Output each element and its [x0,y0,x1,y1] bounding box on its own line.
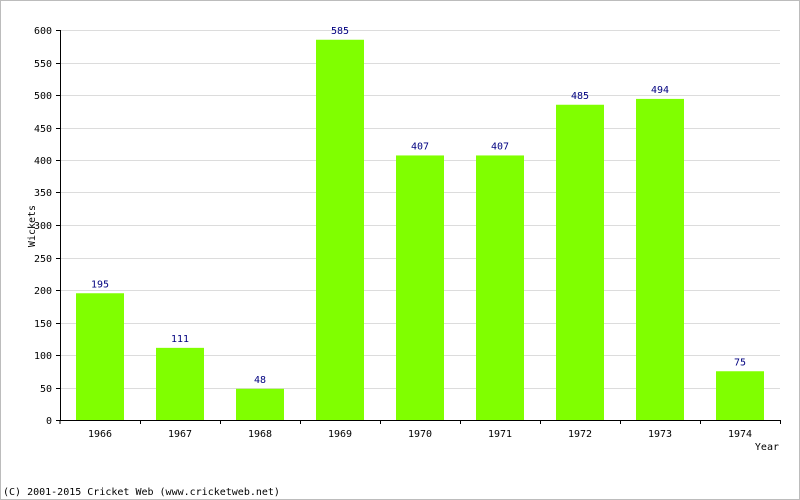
x-tick-label: 1971 [488,429,512,440]
x-tick-label: 1967 [168,429,192,440]
axes [56,30,781,424]
bar-value-label: 494 [651,85,669,96]
bar [476,155,524,420]
bar-value-label: 407 [411,141,429,152]
x-tick-label: 1966 [88,429,112,440]
y-axis-title: Wickets [27,205,38,247]
bar-value-label: 585 [331,26,349,37]
bars [76,39,764,421]
y-tick-label: 150 [34,319,52,330]
y-tick-label: 600 [34,26,52,37]
bar [316,39,364,420]
y-tick-label: 350 [34,188,52,199]
bar-value-label: 75 [734,357,746,368]
bar [556,104,604,420]
y-tick-label: 500 [34,91,52,102]
bar [396,155,444,420]
bar-value-label: 111 [171,334,189,345]
bar [76,293,124,420]
y-tick-label: 300 [34,221,52,232]
x-tick-label: 1968 [248,429,272,440]
x-tick-label: 1970 [408,429,432,440]
bar-value-label: 407 [491,141,509,152]
copyright-text: (C) 2001-2015 Cricket Web (www.cricketwe… [3,487,280,498]
y-tick-label: 450 [34,124,52,135]
x-tick-label: 1969 [328,429,352,440]
y-tick-label: 0 [46,416,52,427]
bar [716,371,764,420]
labels: 0 50 100 150 200 250 300 350 400 450 500 550 600 195 1… [34,26,752,440]
y-tick-label: 400 [34,156,52,167]
bar [236,388,284,420]
y-tick-label: 200 [34,286,52,297]
x-tick-label: 1972 [568,429,592,440]
bar-value-label: 48 [254,375,266,386]
x-axis-title: Year [755,442,779,453]
y-tick-label: 100 [34,351,52,362]
bar [156,347,204,420]
x-tick-label: 1974 [728,429,752,440]
bar [636,98,684,421]
x-tick-label: 1973 [648,429,672,440]
bar-value-label: 195 [91,279,109,290]
bar-value-label: 485 [571,91,589,102]
y-tick-label: 250 [34,254,52,265]
y-tick-label: 50 [40,384,52,395]
y-tick-label: 550 [34,59,52,70]
